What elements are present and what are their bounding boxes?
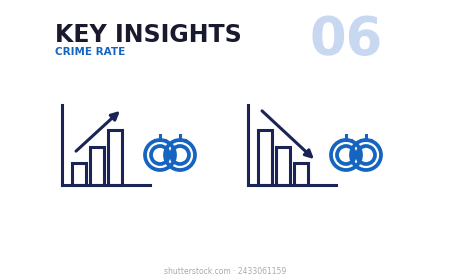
Text: 06: 06 <box>310 14 383 66</box>
Text: shutterstock.com · 2433061159: shutterstock.com · 2433061159 <box>164 267 286 277</box>
Bar <box>294 163 308 185</box>
Bar <box>258 130 272 185</box>
Bar <box>72 163 86 185</box>
Text: KEY INSIGHTS: KEY INSIGHTS <box>55 23 242 47</box>
Text: CRIME RATE: CRIME RATE <box>55 47 125 57</box>
Bar <box>90 147 104 185</box>
Bar <box>108 130 122 185</box>
Bar <box>276 147 290 185</box>
